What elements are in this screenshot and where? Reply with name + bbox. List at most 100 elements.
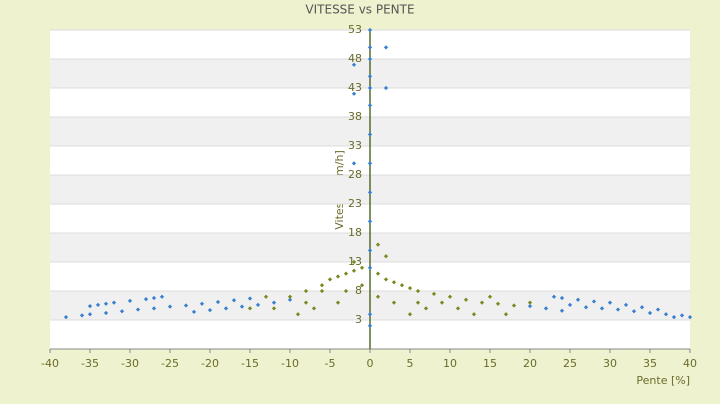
x-tick-label: 0	[367, 357, 374, 370]
point	[567, 302, 573, 308]
point	[247, 296, 253, 301]
point	[383, 254, 389, 259]
point	[615, 307, 621, 312]
x-tick-label: 35	[643, 357, 657, 370]
y-tick-label: 23	[348, 197, 362, 210]
point	[671, 314, 677, 320]
chart-title: VITESSE vs PENTE	[305, 3, 414, 17]
point	[255, 302, 261, 308]
point	[303, 288, 309, 294]
point	[151, 306, 157, 311]
point	[375, 242, 381, 247]
point	[367, 323, 373, 328]
point	[239, 304, 245, 309]
point	[223, 306, 229, 311]
y-tick-label: 3	[355, 313, 362, 326]
x-tick-label: 40	[683, 357, 697, 370]
point	[439, 300, 445, 305]
point	[559, 308, 565, 313]
y-tick-label: 38	[348, 110, 362, 123]
point	[351, 259, 357, 265]
x-axis-title: Pente [%]	[636, 374, 690, 387]
point	[367, 312, 373, 317]
point	[311, 306, 317, 311]
point	[431, 291, 437, 297]
point	[263, 294, 269, 299]
point	[479, 300, 485, 305]
point	[623, 302, 629, 308]
point	[631, 309, 637, 314]
point	[607, 300, 613, 305]
point	[647, 310, 653, 316]
point	[335, 300, 341, 305]
point	[143, 296, 149, 302]
point	[343, 288, 349, 294]
x-tick-label: 5	[407, 357, 414, 370]
y-tick-label: 33	[348, 139, 362, 152]
point	[687, 314, 693, 320]
y-tick-label: 28	[348, 168, 362, 181]
x-tick-label: 20	[523, 357, 537, 370]
point	[527, 300, 533, 305]
point	[391, 300, 397, 305]
point	[367, 132, 373, 137]
y-tick-label: 18	[348, 226, 362, 239]
point	[215, 299, 221, 305]
point	[495, 301, 501, 306]
point	[415, 300, 421, 305]
x-tick-label: -40	[41, 357, 59, 370]
y-tick-label: 43	[348, 81, 362, 94]
point	[591, 299, 597, 304]
x-tick-label: 25	[563, 357, 577, 370]
point	[351, 161, 357, 166]
point	[231, 298, 237, 303]
point	[415, 288, 421, 294]
point	[335, 274, 341, 279]
point	[399, 283, 405, 288]
point	[159, 294, 165, 299]
point	[183, 303, 189, 308]
point	[447, 294, 453, 299]
point	[207, 308, 213, 313]
point	[191, 309, 197, 315]
x-tick-label: -10	[281, 357, 299, 370]
point	[471, 312, 477, 317]
point	[303, 300, 309, 305]
point	[487, 294, 493, 299]
point	[511, 303, 517, 308]
x-tick-label: -15	[241, 357, 259, 370]
point	[383, 277, 389, 282]
point	[375, 294, 381, 299]
point	[351, 268, 357, 273]
point	[359, 265, 365, 270]
point	[367, 265, 373, 270]
y-tick-label: 48	[348, 52, 362, 65]
point	[407, 285, 413, 291]
point	[359, 283, 365, 288]
point	[295, 312, 301, 317]
point	[463, 297, 469, 302]
point	[527, 303, 533, 309]
point	[167, 304, 173, 309]
point	[559, 295, 565, 301]
point	[639, 305, 645, 310]
point	[583, 305, 589, 310]
point	[575, 297, 581, 302]
point	[455, 306, 461, 311]
point	[407, 312, 413, 317]
point	[543, 306, 549, 311]
x-tick-label: 30	[603, 357, 617, 370]
y-tick-label: 8	[355, 284, 362, 297]
x-tick-label: -25	[161, 357, 179, 370]
point	[287, 297, 293, 302]
x-tick-label: -5	[325, 357, 336, 370]
y-tick-label: 53	[348, 23, 362, 36]
point	[663, 312, 669, 317]
point	[151, 295, 157, 301]
point	[391, 280, 397, 285]
point	[319, 283, 325, 288]
point	[319, 288, 325, 294]
x-tick-label: -35	[81, 357, 99, 370]
point	[423, 306, 429, 311]
x-tick-label: -30	[121, 357, 139, 370]
